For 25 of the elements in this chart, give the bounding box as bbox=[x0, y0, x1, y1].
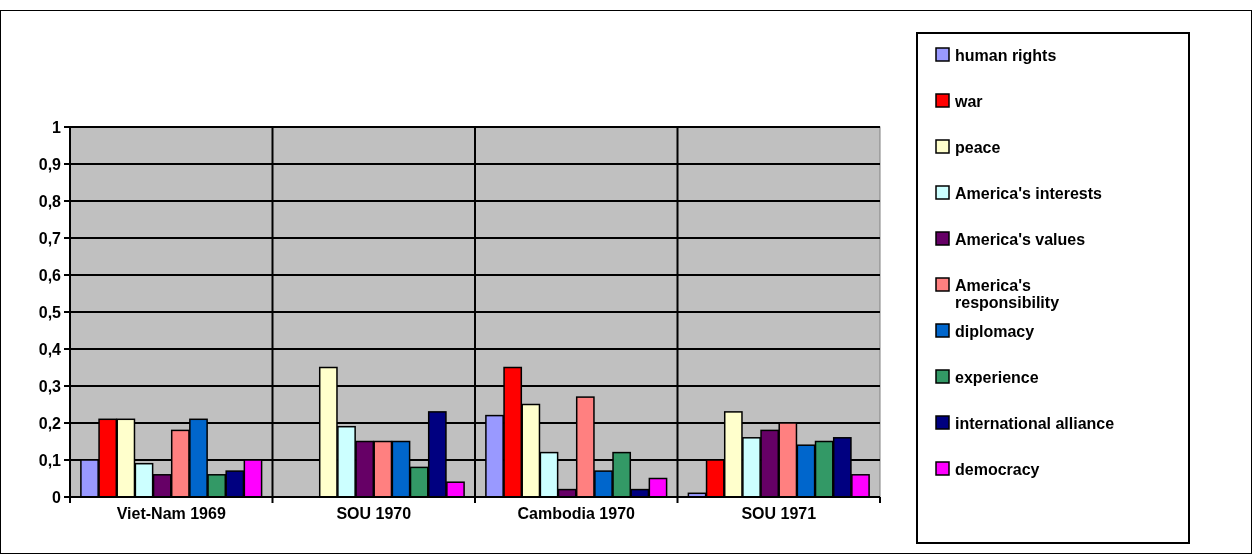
legend-label: peace bbox=[955, 138, 1001, 156]
x-tick-label: SOU 1970 bbox=[336, 505, 412, 522]
legend-label: America's responsibility bbox=[955, 276, 1060, 311]
y-tick-label: 0 bbox=[52, 488, 62, 506]
legend-label: America's interests bbox=[955, 184, 1103, 202]
y-tick-label: 1 bbox=[52, 118, 62, 136]
y-tick-label: 0,5 bbox=[38, 303, 62, 321]
y-tick-label: 0,8 bbox=[38, 192, 62, 210]
x-tick-label: SOU 1971 bbox=[741, 505, 817, 522]
legend-label: democracy bbox=[955, 460, 1040, 478]
legend-label: human rights bbox=[955, 46, 1057, 64]
y-tick-label: 0,3 bbox=[38, 377, 62, 395]
y-tick-label: 0,6 bbox=[38, 266, 62, 284]
legend-label: America's values bbox=[955, 230, 1086, 248]
y-tick-label: 0,9 bbox=[38, 155, 62, 173]
legend-label: international alliance bbox=[955, 414, 1115, 432]
legend-label: diplomacy bbox=[955, 322, 1035, 340]
y-tick-label: 0,4 bbox=[38, 340, 62, 358]
legend-label: war bbox=[954, 92, 983, 110]
y-tick-label: 0,1 bbox=[38, 451, 62, 469]
legend-label: experience bbox=[955, 368, 1039, 386]
y-tick-label: 0,2 bbox=[38, 414, 62, 432]
x-tick-label: Viet-Nam 1969 bbox=[116, 505, 226, 522]
x-tick-label: Cambodia 1970 bbox=[517, 505, 636, 522]
y-tick-label: 0,7 bbox=[38, 229, 62, 247]
